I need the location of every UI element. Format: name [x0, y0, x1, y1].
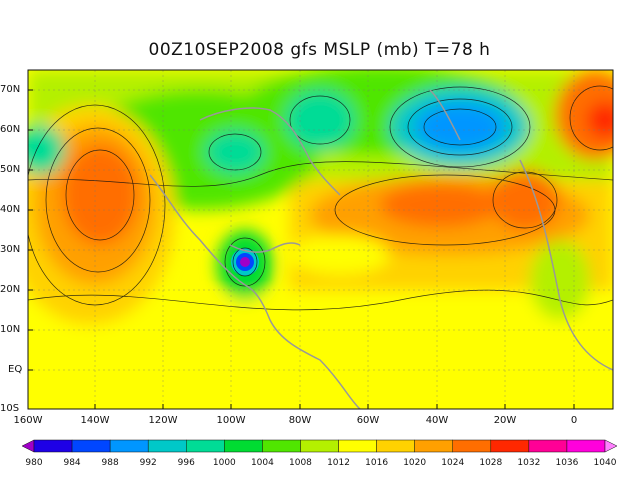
- colorbar-swatch: [490, 439, 530, 453]
- colorbar-swatch: [262, 439, 301, 453]
- lat-label-70n: 70N: [0, 84, 21, 95]
- lat-label-eq: EQ: [8, 364, 23, 375]
- lon-label-40w: 40W: [425, 415, 449, 426]
- lat-label-60n: 60N: [0, 124, 21, 135]
- colorbar-label: 1012: [327, 458, 350, 468]
- lat-label-10n: 10N: [0, 324, 21, 335]
- colorbar-swatch: [109, 439, 149, 453]
- lon-label-120w: 120W: [148, 415, 178, 426]
- colorbar-swatch: [71, 439, 111, 453]
- lon-label-160w: 160W: [13, 415, 43, 426]
- lat-label-20n: 20N: [0, 284, 21, 295]
- lat-label-40n: 40N: [0, 204, 21, 215]
- colorbar-swatch: [452, 439, 492, 453]
- colorbar-swatch: [338, 439, 377, 453]
- lat-label-50n: 50N: [0, 164, 21, 175]
- lon-label-20w: 20W: [493, 415, 517, 426]
- colorbar-label: 1028: [479, 458, 503, 468]
- colorbar-label: 984: [63, 458, 81, 468]
- lon-label-0: 0: [570, 415, 578, 426]
- colorbar-label: 1004: [250, 458, 274, 468]
- colorbar-swatch: [414, 439, 453, 453]
- chart-title: 00Z10SEP2008 gfs MSLP (mb) T=78 h: [148, 40, 491, 60]
- map-frame: [27, 69, 614, 410]
- colorbar-swatch: [604, 439, 618, 453]
- colorbar-label: 1040: [593, 458, 617, 468]
- colorbar-swatch: [300, 439, 339, 453]
- pressure-field: [28, 70, 613, 409]
- colorbar-swatch: [566, 439, 606, 453]
- colorbar-label: 1036: [555, 458, 579, 468]
- lon-label-80w: 80W: [288, 415, 312, 426]
- colorbar-label: 980: [25, 458, 43, 468]
- lon-label-60w: 60W: [356, 415, 380, 426]
- colorbar-swatch: [186, 439, 225, 453]
- lat-label-30n: 30N: [0, 244, 21, 255]
- colorbar-label: 1000: [212, 458, 236, 468]
- colorbar-label: 1024: [441, 458, 465, 468]
- colorbar-label: 996: [177, 458, 195, 468]
- colorbar-swatch: [147, 439, 187, 453]
- colorbar-swatch: [21, 439, 35, 453]
- lat-label-10s: 10S: [0, 403, 20, 414]
- colorbar-label: 988: [101, 458, 119, 468]
- colorbar-swatch: [528, 439, 568, 453]
- colorbar-swatch: [224, 439, 263, 453]
- colorbar-label: 1032: [517, 458, 541, 468]
- colorbar-swatch: [33, 439, 73, 453]
- colorbar-label: 992: [139, 458, 157, 468]
- colorbar-label: 1016: [365, 458, 389, 468]
- colorbar-label: 1020: [403, 458, 427, 468]
- colorbar-swatch: [376, 439, 415, 453]
- lon-label-140w: 140W: [80, 415, 110, 426]
- lon-label-100w: 100W: [216, 415, 246, 426]
- colorbar-label: 1008: [289, 458, 312, 468]
